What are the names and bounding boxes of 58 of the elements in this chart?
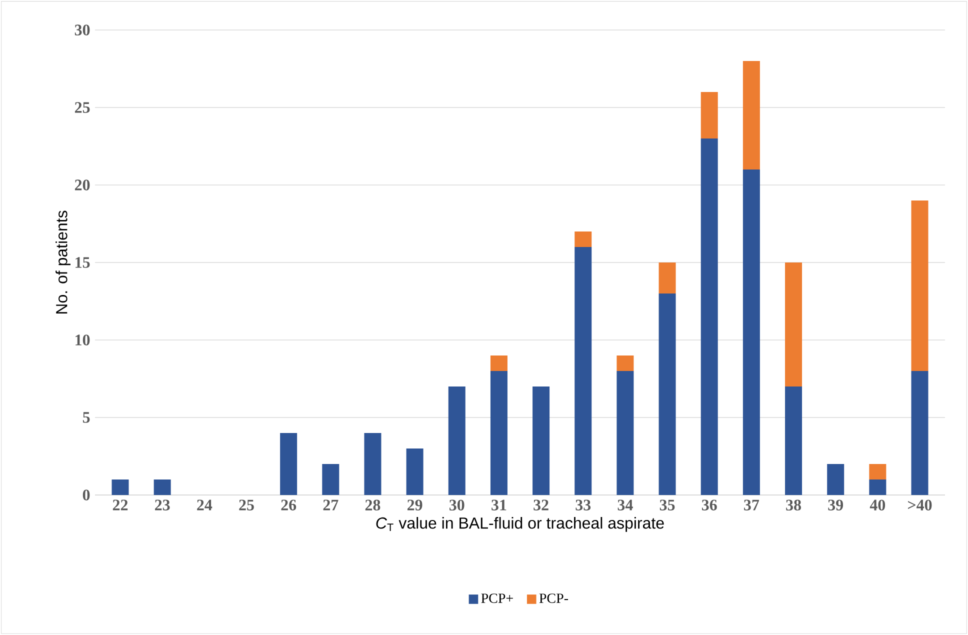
x-tick-label: 26 — [281, 500, 296, 510]
x-tick-label: 40 — [870, 500, 886, 510]
y-tick-label: 30 — [74, 24, 90, 36]
x-tick-label: 38 — [786, 500, 801, 510]
y-tick-label: 15 — [76, 257, 90, 268]
x-axis-title: C$_{T}$ value in BAL-fluid or tracheal aspirate — [376, 516, 664, 532]
bar — [406, 448, 424, 495]
x-tick-label: >40 — [908, 500, 932, 510]
bar — [700, 138, 718, 495]
bar — [574, 231, 592, 247]
x-tick-label: 32 — [534, 500, 548, 510]
x-tick-label: 28 — [365, 500, 380, 510]
bar — [658, 262, 676, 294]
x-tick-label: 39 — [828, 500, 844, 510]
x-tick-label: 29 — [407, 500, 422, 510]
bar — [911, 200, 928, 371]
x-tick-label: 35 — [660, 500, 675, 510]
bar — [616, 370, 634, 495]
bar — [154, 479, 171, 495]
bar — [448, 386, 466, 495]
x-tick-label: 24 — [197, 500, 212, 510]
y-axis-title: No. of patients — [56, 210, 70, 314]
bar — [869, 464, 886, 480]
x-tick-label: 37 — [744, 500, 760, 510]
bar — [490, 370, 508, 495]
bar — [827, 464, 844, 495]
bar — [869, 479, 886, 495]
x-tick-label: 27 — [323, 500, 338, 510]
bar — [742, 60, 760, 170]
legend-label: PCP+ — [481, 594, 513, 603]
bar — [574, 246, 592, 495]
y-tick-label: 20 — [74, 180, 90, 190]
x-tick-label: 34 — [618, 500, 633, 510]
y-tick-label: 5 — [82, 412, 90, 423]
bar — [490, 355, 508, 371]
bar — [700, 92, 718, 138]
bar — [532, 386, 550, 495]
bar — [742, 169, 760, 495]
y-tick-label: 25 — [74, 102, 90, 113]
y-tick-label: 0 — [82, 490, 90, 500]
y-tick-label: 10 — [76, 334, 90, 346]
bar — [658, 293, 676, 495]
bar — [322, 464, 340, 495]
legend-label: PCP- — [539, 594, 568, 603]
bar — [785, 386, 802, 495]
x-tick-label: 30 — [449, 500, 464, 510]
bar — [112, 479, 129, 495]
x-tick-label: 31 — [492, 500, 506, 510]
x-tick-label: 23 — [155, 500, 170, 510]
x-tick-label: 22 — [112, 500, 128, 510]
x-tick-label: 36 — [702, 500, 717, 510]
bar — [785, 262, 802, 386]
bar — [616, 355, 634, 371]
x-tick-label: 25 — [239, 500, 254, 510]
bar — [280, 432, 298, 495]
x-tick-label: 33 — [576, 500, 591, 510]
bar — [364, 432, 382, 495]
bar — [911, 370, 928, 495]
